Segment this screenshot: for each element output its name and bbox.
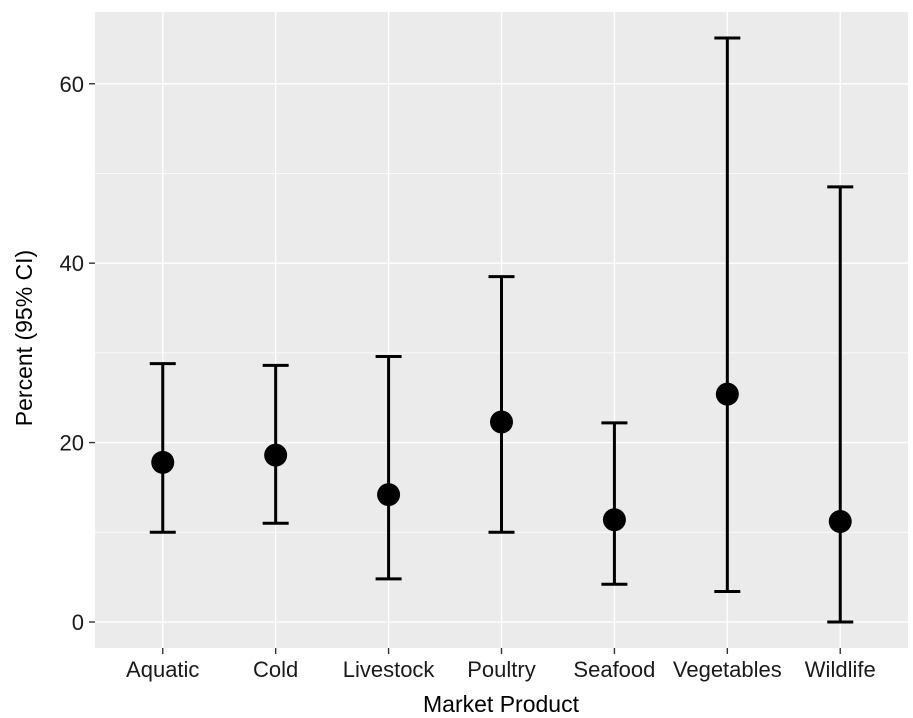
data-point-wildlife [828,510,852,534]
y-axis: 0 20 40 60 [60,72,95,635]
x-tick-label: Seafood [573,657,655,682]
data-point-poultry [490,410,513,434]
data-point-aquatic [151,450,175,474]
x-tick-label: Livestock [343,657,436,682]
x-axis-title: Market Product [423,691,580,717]
x-tick-label: Poultry [467,657,535,682]
data-point-vegetables [715,382,739,406]
x-tick-label: Vegetables [673,657,782,682]
x-tick-label: Wildlife [805,657,876,682]
data-point-cold [264,443,288,467]
y-tick-label: 0 [72,610,84,635]
y-tick-label: 60 [60,72,84,97]
y-tick-label: 20 [60,431,84,456]
x-tick-label: Aquatic [126,657,199,682]
y-axis-title: Percent (95% CI) [11,250,37,426]
data-point-livestock [377,483,401,507]
y-tick-label: 40 [60,251,84,276]
x-tick-label: Cold [253,657,298,682]
data-marks [149,36,854,624]
data-point-seafood [602,508,626,532]
x-axis: Aquatic Cold Livestock Poultry Seafood Vegeta… [126,648,876,682]
